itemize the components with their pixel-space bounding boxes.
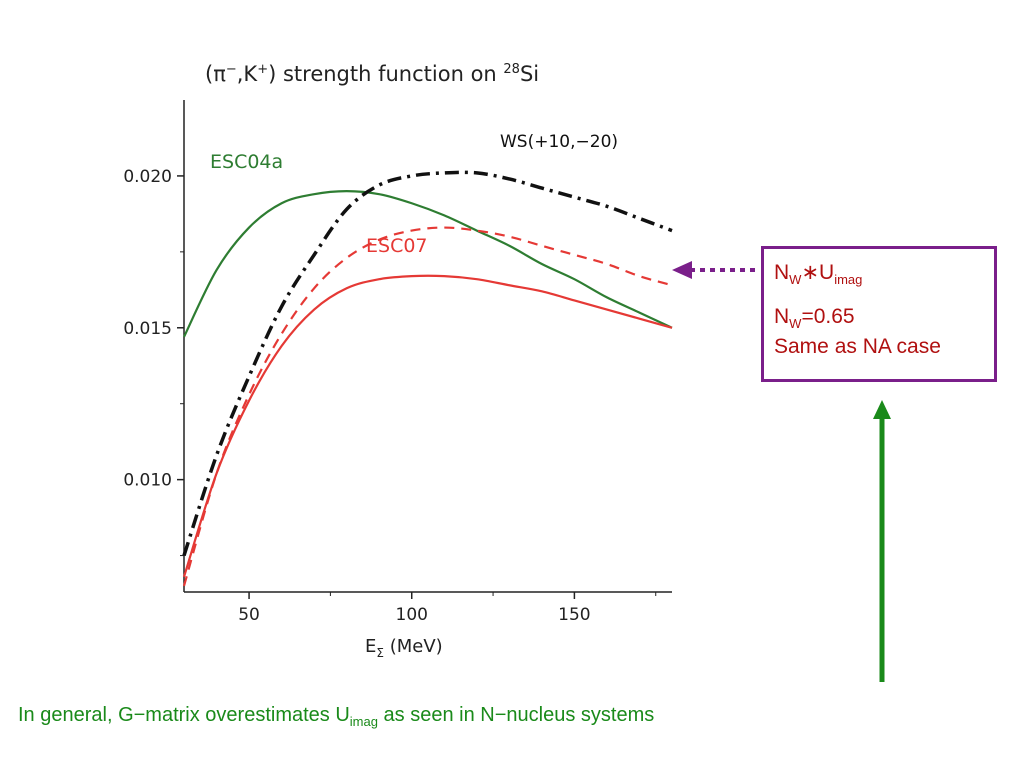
chart-label-layer: ESC04a WS(+10,−20) ESC07 — [210, 132, 618, 257]
callout-line-1: NW∗Uimag — [774, 261, 863, 288]
series-line-4 — [182, 274, 673, 578]
series-label-esc07: ESC07 — [366, 235, 428, 257]
dotted-pointer-arrow — [672, 261, 755, 279]
x-tick-label: 50 — [238, 605, 260, 625]
x-tick-label: 150 — [558, 605, 590, 625]
x-tick-label: 100 — [396, 605, 428, 625]
y-tick-label: 0.015 — [123, 319, 172, 339]
series-label-esc04a: ESC04a — [210, 151, 283, 173]
y-tick-label: 0.010 — [123, 471, 172, 491]
series-line-3 — [182, 226, 673, 587]
up-arrow — [873, 400, 891, 682]
chart-title: (π−,K+) strength function on 28Si — [205, 62, 540, 86]
callout-box: NW∗Uimag NW=0.65 Same as NA case — [761, 246, 997, 382]
x-axis-label: EΣ (MeV) — [365, 636, 443, 660]
series-line-1 — [183, 190, 673, 338]
y-tick-label: 0.020 — [123, 167, 172, 187]
callout-line-3: Same as NA case — [774, 335, 941, 359]
callout-line-2: NW=0.65 — [774, 305, 855, 332]
series-line-2 — [182, 170, 673, 557]
series-label-ws: WS(+10,−20) — [500, 132, 618, 152]
chart-axes: 0.010 0.015 0.020 50 100 150 — [123, 100, 672, 625]
bottom-note: In general, G−matrix overestimates Uimag… — [18, 704, 655, 729]
chart-series-layer — [182, 170, 673, 587]
